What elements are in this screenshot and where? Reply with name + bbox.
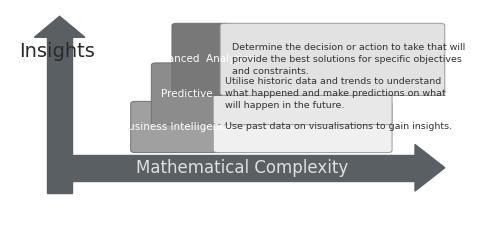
Polygon shape [415,144,445,191]
Text: Business Intelligence: Business Intelligence [122,122,232,132]
Text: Advanced  Analytics: Advanced Analytics [148,55,254,64]
Text: Utilise historic data and trends to understand
what happened and make prediction: Utilise historic data and trends to unde… [224,78,446,110]
Text: Use past data on visualisations to gain insights.: Use past data on visualisations to gain … [224,123,452,131]
Bar [60,155,415,181]
Text: Mathematical Complexity: Mathematical Complexity [136,159,348,177]
FancyBboxPatch shape [130,101,222,153]
FancyBboxPatch shape [220,23,445,96]
Text: Insights: Insights [20,42,96,61]
FancyBboxPatch shape [152,63,222,125]
Text: Predictive: Predictive [161,89,212,99]
Bar [47,37,72,193]
Text: Determine the decision or action to take that will
provide the best solutions fo: Determine the decision or action to take… [232,43,465,76]
FancyBboxPatch shape [213,63,392,125]
Polygon shape [34,16,85,37]
FancyBboxPatch shape [213,101,392,153]
FancyBboxPatch shape [172,23,230,96]
